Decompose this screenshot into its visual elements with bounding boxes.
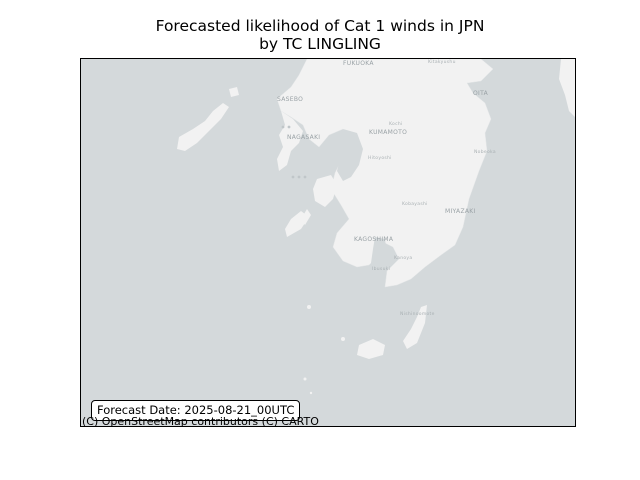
place-label-nagasaki: NAGASAKI	[287, 134, 321, 141]
forecast-date-box: Forecast Date: 2025-08-21_00UTC	[91, 400, 301, 421]
basemap-svg	[177, 59, 575, 395]
amakusa-islands	[313, 175, 337, 207]
goto-islands	[177, 103, 229, 151]
place-label-fukuoka: FUKUOKA	[343, 60, 374, 67]
tanegashima	[403, 305, 427, 349]
place-label-kobayashi: Kobayashi	[402, 202, 428, 207]
place-label-kumamoto: KUMAMOTO	[369, 129, 408, 136]
yakushima	[357, 339, 385, 359]
place-label-miyazaki: MIYAZAKI	[445, 208, 476, 215]
place-label-kochi: Kochi	[389, 122, 403, 127]
place-label-kanoya: Kanoya	[394, 256, 413, 261]
nagasaki-peninsula	[277, 111, 303, 171]
chart-title: Forecasted likelihood of Cat 1 winds in …	[0, 17, 640, 53]
koshiki-islands	[301, 209, 311, 225]
chart-title-line-1: Forecasted likelihood of Cat 1 winds in …	[155, 17, 485, 35]
place-label-hitoyoshi: Hitoyoshi	[368, 156, 392, 161]
map-attribution: (C) OpenStreetMap contributors (C) CARTO	[82, 415, 319, 428]
shikoku-corner	[559, 59, 575, 117]
place-label-kitakyushu: Kitakyushu	[428, 60, 456, 65]
place-label-sasebo: SASEBO	[277, 96, 304, 103]
map-panel[interactable]: FUKUOKA Kitakyushu OITA SASEBO NAGASAKI …	[80, 58, 576, 427]
kagoshima-bay	[371, 237, 387, 267]
place-label-nobeoka: Nobeoka	[474, 150, 496, 155]
ariake-sea	[337, 129, 363, 181]
chart-title-line-2: by TC LINGLING	[259, 35, 381, 53]
place-label-oita: OITA	[473, 90, 488, 97]
place-label-kagoshima: KAGOSHIMA	[354, 236, 394, 243]
place-label-ibusuki: Ibusuki	[372, 267, 391, 272]
place-label-tanegashima: Nishinoomote	[400, 312, 435, 317]
